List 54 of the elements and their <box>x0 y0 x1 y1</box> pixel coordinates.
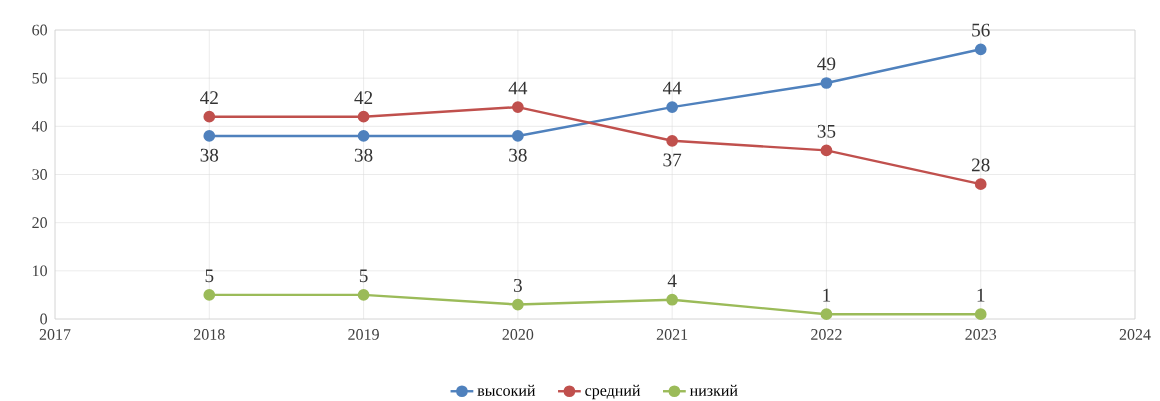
point <box>666 293 679 306</box>
point <box>511 298 524 311</box>
legend-label: высокий <box>477 384 536 396</box>
legend-label: низкий <box>689 384 738 396</box>
point <box>974 178 987 191</box>
data-label: 49 <box>817 57 836 71</box>
point <box>974 43 987 56</box>
data-label: 1 <box>823 288 831 302</box>
point <box>820 308 833 321</box>
point <box>203 110 216 123</box>
x-tick-label: 2020 <box>502 329 534 340</box>
data-label: 38 <box>509 148 527 162</box>
x-tick-label: 2019 <box>348 329 379 340</box>
x-tick-label: 2021 <box>656 329 688 340</box>
x-tick-label: 2023 <box>965 329 997 340</box>
y-tick-label: 30 <box>32 169 48 180</box>
data-label: 5 <box>205 269 214 283</box>
x-tick-label: 2022 <box>811 329 842 340</box>
data-label: 3 <box>513 278 522 292</box>
point <box>357 110 370 123</box>
point <box>203 130 216 142</box>
x-tick-label: 2018 <box>194 329 225 340</box>
data-label: 5 <box>359 269 368 283</box>
point <box>974 308 987 321</box>
data-label: 1 <box>977 288 985 302</box>
y-tick-label: 50 <box>32 72 48 84</box>
data-label: 28 <box>971 158 990 172</box>
point <box>666 134 679 147</box>
y-tick-label: 20 <box>32 217 48 229</box>
data-label: 44 <box>508 81 528 95</box>
data-label: 38 <box>354 148 373 162</box>
data-label: 56 <box>972 23 990 37</box>
y-tick-label: 60 <box>32 24 48 36</box>
point <box>357 130 370 142</box>
legend-label: средний <box>585 384 641 400</box>
data-label: 38 <box>200 148 219 162</box>
point <box>511 130 524 142</box>
data-label: 42 <box>354 91 373 104</box>
data-label: 42 <box>200 91 218 104</box>
point <box>203 289 216 301</box>
point <box>820 144 833 157</box>
point <box>357 289 370 301</box>
x-tick-label: 2024 <box>1119 329 1151 340</box>
data-label: 4 <box>667 274 677 288</box>
x-tick-label: 2017 <box>39 329 71 340</box>
data-label: 35 <box>817 124 836 138</box>
y-tick-label: 10 <box>33 265 48 277</box>
point <box>511 101 524 113</box>
y-tick-label: 40 <box>31 120 48 132</box>
data-label: 44 <box>662 81 682 95</box>
point <box>820 77 833 89</box>
data-label: 37 <box>663 153 682 167</box>
y-tick-label: 0 <box>40 313 48 325</box>
point <box>666 101 679 113</box>
